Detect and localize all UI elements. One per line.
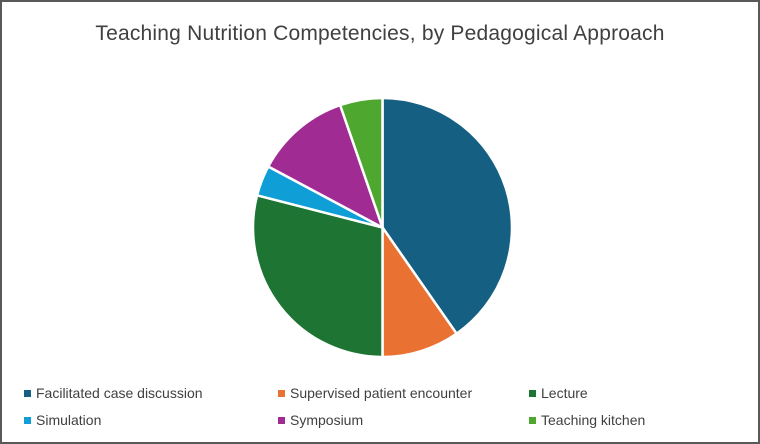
legend-swatch-simulation-icon <box>24 416 31 424</box>
legend-swatch-supervised-patient-encounter-icon <box>278 389 285 397</box>
pie-chart <box>251 96 514 359</box>
legend-item-teaching-kitchen[interactable]: Teaching kitchen <box>529 412 645 428</box>
legend-swatch-facilitated-case-discussion-icon <box>24 389 31 397</box>
legend-label: Supervised patient encounter <box>290 385 473 401</box>
pie-slice-facilitated-case-discussion[interactable] <box>381 96 514 335</box>
legend-item-facilitated-case-discussion[interactable]: Facilitated case discussion <box>24 385 203 401</box>
legend-item-simulation[interactable]: Simulation <box>24 412 101 428</box>
chart-title: Teaching Nutrition Competencies, by Peda… <box>95 22 665 45</box>
legend-label: Symposium <box>290 412 364 428</box>
pie-slice-lecture[interactable] <box>251 194 384 359</box>
legend-label: Teaching kitchen <box>541 412 646 428</box>
legend-label: Simulation <box>36 412 102 428</box>
legend-item-supervised-patient-encounter[interactable]: Supervised patient encounter <box>278 385 472 401</box>
legend-label: Facilitated case discussion <box>36 385 203 401</box>
legend-swatch-lecture-icon <box>529 389 536 397</box>
legend-swatch-teaching-kitchen-icon <box>529 416 536 424</box>
legend-swatch-symposium-icon <box>278 416 285 424</box>
pie-slice-supervised-patient-encounter[interactable] <box>381 226 458 359</box>
pie-slice-teaching-kitchen[interactable] <box>338 96 384 229</box>
legend-item-symposium[interactable]: Symposium <box>278 412 363 428</box>
legend-item-lecture[interactable]: Lecture <box>529 385 588 401</box>
pie-slice-symposium[interactable] <box>266 103 384 229</box>
legend-label: Lecture <box>541 385 588 401</box>
